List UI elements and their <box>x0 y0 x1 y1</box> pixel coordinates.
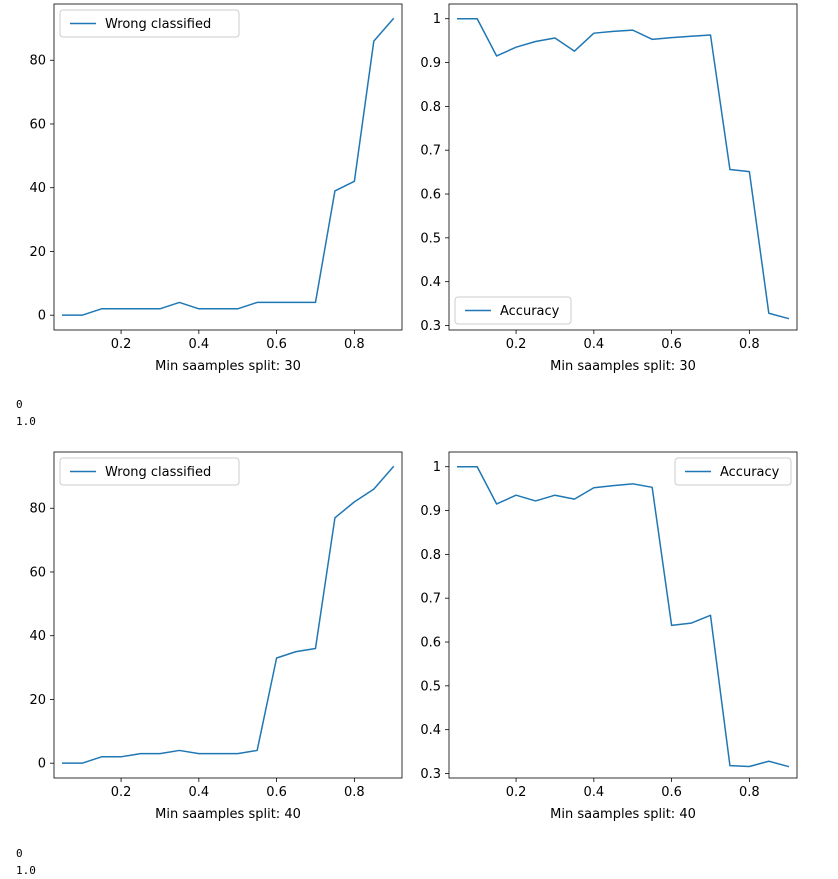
legend-box <box>674 457 792 486</box>
x-tick-label: 0.2 <box>506 785 527 800</box>
x-axis-label: Min saamples split: 40 <box>155 807 301 822</box>
legend: Wrong classified <box>59 457 240 486</box>
series-line <box>457 17 790 320</box>
y-tick-label: 40 <box>29 181 46 196</box>
legend-box <box>59 457 240 486</box>
axes-frame <box>53 3 403 331</box>
cell-output-1: 0 1.0 <box>16 396 36 430</box>
x-axis-label: Min saamples split: 40 <box>550 807 696 822</box>
x-tick-label: 0.8 <box>739 337 760 352</box>
y-tick-label: 0.6 <box>420 188 441 203</box>
y-tick-label: 20 <box>29 693 46 708</box>
legend: Wrong classified <box>59 9 240 38</box>
y-tick-label: 80 <box>29 502 46 517</box>
y-tick-label: 1 <box>433 460 441 475</box>
line-chart-3: 0.2 0.4 0.6 0.8 0 20 40 60 80 Min saamples split:… <box>29 451 403 822</box>
series-line <box>457 465 790 768</box>
output-line: 0 <box>16 847 23 860</box>
y-tick-label: 0.7 <box>420 144 441 159</box>
cell-output-2: 0 1.0 <box>16 845 36 879</box>
y-tick-label: 60 <box>29 565 46 580</box>
x-tick-label: 0.4 <box>583 337 604 352</box>
y-tick-label: 0.6 <box>420 636 441 651</box>
x-axis-label: Min saamples split: 30 <box>155 359 301 374</box>
x-tick-label: 0.6 <box>661 337 682 352</box>
series-line <box>62 17 395 316</box>
x-axis-label: Min saamples split: 30 <box>550 359 696 374</box>
output-line: 0 <box>16 398 23 411</box>
line-chart-1: 0.2 0.4 0.6 0.8 0 20 40 60 80 Min saamples split:… <box>29 3 403 374</box>
x-tick-label: 0.4 <box>188 337 209 352</box>
y-tick-label: 0.8 <box>420 548 441 563</box>
x-tick-label: 0.2 <box>111 785 132 800</box>
x-tick-label: 0.2 <box>111 337 132 352</box>
axes-frame <box>53 451 403 779</box>
y-tick-label: 0.7 <box>420 592 441 607</box>
x-tick-label: 0.4 <box>188 785 209 800</box>
legend-label: Accuracy <box>720 465 780 480</box>
output-line: 1.0 <box>16 415 36 428</box>
x-tick-label: 0.6 <box>266 337 287 352</box>
x-tick-label: 0.2 <box>506 337 527 352</box>
x-tick-label: 0.6 <box>661 785 682 800</box>
y-tick-label: 0.3 <box>420 767 441 782</box>
x-tick-label: 0.8 <box>739 785 760 800</box>
y-tick-label: 0.5 <box>420 231 441 246</box>
legend-label: Wrong classified <box>105 17 211 32</box>
y-tick-label: 1 <box>433 12 441 27</box>
x-tick-label: 0.6 <box>266 785 287 800</box>
legend-box <box>59 9 240 38</box>
legend-label: Accuracy <box>500 304 560 319</box>
y-tick-label: 60 <box>29 117 46 132</box>
x-tick-label: 0.8 <box>344 337 365 352</box>
y-tick-label: 0 <box>38 757 46 772</box>
series-line <box>62 465 395 764</box>
x-tick-label: 0.8 <box>344 785 365 800</box>
x-tick-label: 0.4 <box>583 785 604 800</box>
y-tick-label: 0.9 <box>420 56 441 71</box>
y-tick-label: 20 <box>29 245 46 260</box>
y-tick-label: 0.3 <box>420 319 441 334</box>
legend: Accuracy <box>674 457 792 486</box>
y-tick-label: 0 <box>38 309 46 324</box>
y-tick-label: 0.5 <box>420 679 441 694</box>
y-tick-label: 80 <box>29 54 46 69</box>
legend-box <box>454 296 572 325</box>
y-tick-label: 0.9 <box>420 504 441 519</box>
y-tick-label: 0.4 <box>420 723 441 738</box>
line-chart-2: 0.2 0.4 0.6 0.8 0.3 0.4 0.5 0.6 0.7 0.8 0.9 1 Min sa… <box>420 3 798 374</box>
y-tick-label: 40 <box>29 629 46 644</box>
y-tick-label: 0.8 <box>420 100 441 115</box>
legend: Accuracy <box>454 296 572 325</box>
line-chart-4: 0.2 0.4 0.6 0.8 0.3 0.4 0.5 0.6 0.7 0.8 0.9 1 Min sa… <box>420 451 798 822</box>
y-tick-label: 0.4 <box>420 275 441 290</box>
axes-frame <box>448 451 798 779</box>
axes-frame <box>448 3 798 331</box>
legend-label: Wrong classified <box>105 465 211 480</box>
